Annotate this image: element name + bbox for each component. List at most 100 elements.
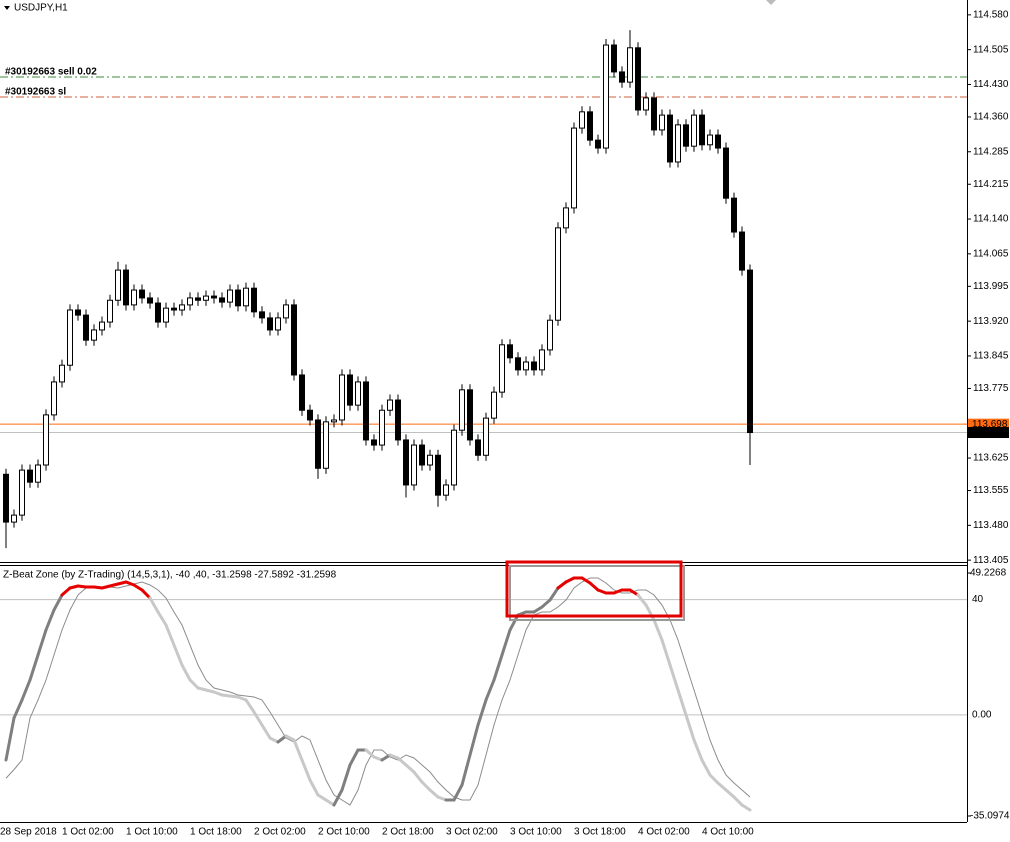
candle-body (483, 417, 489, 456)
candle-body (123, 269, 129, 306)
oscillator-segment (628, 588, 640, 597)
price-label-box (968, 427, 1009, 439)
y-tick-label: 114.065 (973, 248, 1009, 259)
candle-body (323, 421, 329, 469)
candle-body (651, 97, 657, 131)
y-tick-label: 113.625 (973, 453, 1009, 464)
candle-body (499, 344, 505, 393)
oscillator-segment (300, 758, 312, 782)
candle-body (139, 289, 145, 299)
oscillator-segment (420, 780, 432, 792)
candle-body (491, 391, 497, 419)
oscillator-segment (244, 698, 256, 714)
candle-body (275, 317, 281, 331)
x-tick-label: 1 Oct 10:00 (126, 827, 178, 838)
oscillator-segment (180, 663, 192, 682)
x-tick-label: 4 Oct 02:00 (638, 827, 690, 838)
oscillator-segment (404, 763, 416, 774)
oscillator-segment (484, 678, 496, 702)
x-tick-label: 3 Oct 02:00 (446, 827, 498, 838)
price-label-box (968, 418, 1009, 430)
candle-body (643, 97, 649, 111)
candle-body (131, 289, 137, 306)
candle-body (435, 454, 441, 496)
oscillator-segment (476, 698, 488, 727)
oscillator-segment (276, 734, 288, 744)
y-tick-label: 113.845 (973, 351, 1009, 362)
oscillator-segment (252, 710, 264, 727)
oscillator-segment (500, 628, 512, 657)
candle-body (467, 389, 473, 441)
oscillator-segment (724, 788, 736, 799)
oscillator-segment (156, 610, 168, 627)
candle-body (459, 389, 465, 431)
x-tick-label: 4 Oct 10:00 (702, 827, 754, 838)
highlight-box (505, 560, 683, 618)
candle-body (243, 287, 249, 307)
oscillator-segment (132, 583, 144, 592)
candle-body (715, 134, 721, 149)
candle-body (539, 349, 545, 371)
candle-body (251, 287, 257, 313)
candle-body (595, 139, 601, 149)
oscillator-segment (428, 788, 440, 799)
candle-body (179, 304, 185, 311)
candle-body (67, 309, 73, 366)
y-tick-label: -35.0974 (970, 811, 1010, 822)
oscillator-segment (260, 723, 272, 740)
candle-body (195, 297, 201, 301)
price-label: 113.680 (972, 427, 1008, 438)
level-label: 0.00 (972, 709, 992, 720)
candle-body (475, 439, 481, 456)
candle-body (227, 289, 233, 303)
candle-body (683, 124, 689, 147)
candle-body (419, 444, 425, 466)
candle-body (579, 111, 585, 129)
oscillator-segment (316, 793, 328, 802)
oscillator-segment (716, 781, 728, 792)
oscillator-segment (636, 593, 648, 607)
oscillator-segment (20, 678, 32, 702)
y-tick-label: 113.555 (973, 485, 1009, 496)
candle-body (371, 439, 377, 446)
candle-body (659, 114, 665, 131)
y-tick-label: 113.995 (973, 281, 1009, 292)
candle-body (387, 399, 393, 411)
candle-body (531, 361, 537, 371)
candle-body (291, 304, 297, 376)
candle-body (307, 409, 313, 421)
y-tick-label: 113.775 (973, 383, 1009, 394)
shift-marker (766, 0, 776, 5)
oscillator-segment (740, 803, 752, 812)
candle-body (379, 409, 385, 446)
x-tick-label: 3 Oct 10:00 (510, 827, 562, 838)
candle-body (283, 304, 289, 319)
candle-body (635, 47, 641, 111)
candle-body (363, 381, 369, 441)
candle-body (563, 207, 569, 229)
candle-body (315, 419, 321, 469)
candle-body (107, 299, 113, 323)
order-label: #30192663 sl (5, 87, 66, 98)
candle-body (331, 419, 337, 423)
candle-body (739, 231, 745, 271)
x-tick-label: 1 Oct 02:00 (62, 827, 114, 838)
oscillator-segment (164, 623, 176, 647)
oscillator-segment (4, 716, 16, 762)
candle-body (731, 197, 737, 233)
candle-body (219, 297, 225, 303)
symbol-menu-arrow[interactable] (4, 6, 10, 10)
candle-body (211, 295, 217, 299)
y-tick-label: 114.580 (973, 9, 1009, 20)
candle-body (203, 295, 209, 301)
oscillator-segment (44, 608, 56, 632)
y-tick-label: 114.360 (973, 112, 1009, 123)
y-tick-label: 113.480 (973, 520, 1009, 531)
candle-body (91, 329, 97, 341)
candle-body (27, 469, 33, 483)
candle-body (267, 317, 273, 331)
candle-body (403, 439, 409, 486)
candle-body (347, 374, 353, 406)
oscillator-segment (580, 576, 592, 585)
